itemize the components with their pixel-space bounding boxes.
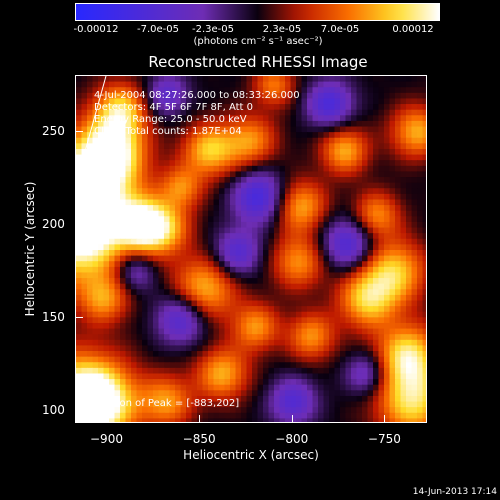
detectors-annotation: Detectors: 4F 5F 6F 7F 8F, Att 0 xyxy=(94,102,254,113)
x-tick-mark xyxy=(384,415,386,423)
x-axis-label: Heliocentric X (arcsec) xyxy=(183,448,319,462)
y-tick-mark xyxy=(75,316,83,318)
footer-timestamp: 14-Jun-2013 17:14 xyxy=(412,487,497,497)
colorbar-tick-label: -7.0e-05 xyxy=(137,24,179,35)
time-range-annotation: 4-Jul-2004 08:27:26.000 to 08:33:26.000 xyxy=(94,90,300,101)
y-axis-label: Heliocentric Y (arcsec) xyxy=(23,181,37,317)
colorbar-units: (photons cm⁻² s⁻¹ asec⁻²) xyxy=(193,36,323,47)
y-tick-label: 250 xyxy=(42,123,65,138)
x-tick-label: −850 xyxy=(182,432,216,446)
y-tick-mark xyxy=(75,130,83,132)
chart-title: Reconstructed RHESSI Image xyxy=(148,53,368,71)
x-tick-label: −800 xyxy=(275,432,309,446)
x-tick-mark xyxy=(106,415,108,423)
energy-annotation: Energy Range: 25.0 - 50.0 keV xyxy=(94,114,247,125)
y-tick-label: 150 xyxy=(42,309,65,324)
x-tick-label: −750 xyxy=(367,432,401,446)
x-tick-label: −900 xyxy=(90,432,123,446)
y-tick-label: 100 xyxy=(42,402,65,417)
colorbar xyxy=(75,3,440,21)
y-tick-mark xyxy=(75,223,83,225)
colorbar-tick-label: 0.00012 xyxy=(392,24,434,35)
clean-annotation: Clean Total counts: 1.87E+04 xyxy=(94,126,242,137)
colorbar-tick-label: -0.00012 xyxy=(73,24,119,35)
colorbar-tick-label: -2.3e-05 xyxy=(192,24,234,35)
plot-area xyxy=(75,75,427,423)
peak-annotation: Position of Peak = [-883,202] xyxy=(93,398,240,409)
colorbar-tick-label: 7.0e-05 xyxy=(320,24,360,35)
solar-limb-line xyxy=(76,76,107,185)
heatmap-image xyxy=(76,76,426,422)
x-tick-mark xyxy=(199,415,201,423)
y-tick-mark xyxy=(75,409,83,411)
x-tick-mark xyxy=(291,415,293,423)
colorbar-tick-label: 2.3e-05 xyxy=(262,24,302,35)
y-tick-label: 200 xyxy=(42,216,65,231)
